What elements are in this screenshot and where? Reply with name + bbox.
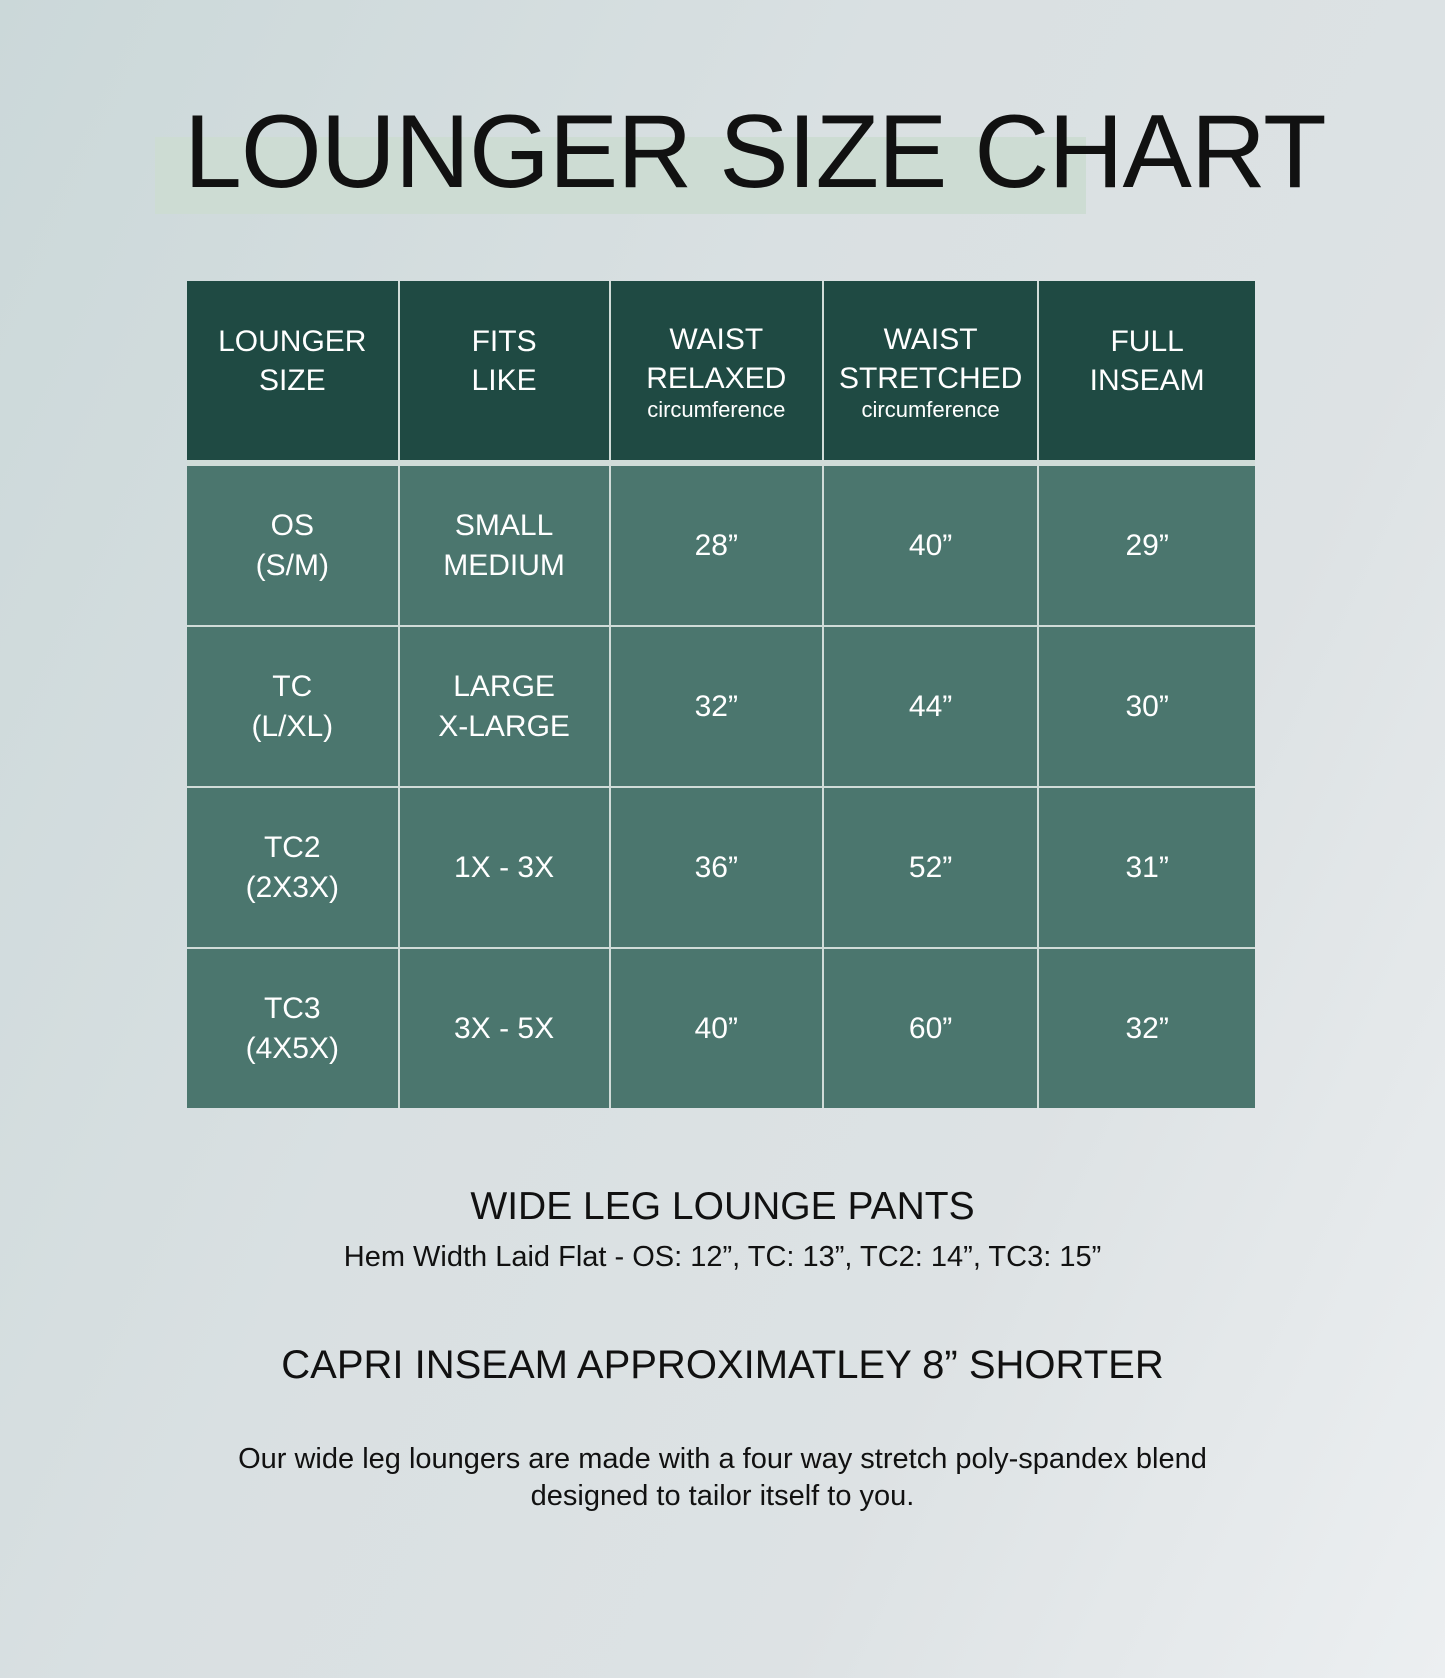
table-row: TC (L/XL) LARGE X-LARGE 32” 44” 30” — [187, 625, 1255, 788]
title-highlight — [155, 137, 1086, 214]
cell-size: TC2 (2X3X) — [187, 786, 400, 949]
cell-inseam: 30” — [1037, 625, 1255, 788]
cell-text: TC — [272, 669, 313, 703]
cell-size: TC3 (4X5X) — [187, 947, 400, 1108]
cell-inseam: 31” — [1037, 786, 1255, 949]
capri-note: CAPRI INSEAM APPROXIMATLEY 8” SHORTER — [281, 1343, 1164, 1387]
cell-text: OS — [270, 508, 314, 542]
description-line: Our wide leg loungers are made with a fo… — [238, 1443, 1207, 1475]
cell-relaxed: 32” — [608, 625, 824, 788]
header-text: FITS — [471, 324, 537, 358]
cell-fits: 3X - 5X — [397, 947, 611, 1108]
cell-size: OS (S/M) — [187, 462, 400, 627]
hem-width-note: Hem Width Laid Flat - OS: 12”, TC: 13”, … — [343, 1241, 1102, 1273]
description-line: designed to tailor itself to you. — [530, 1480, 915, 1512]
header-text: FULL — [1110, 324, 1184, 358]
cell-inseam: 32” — [1037, 947, 1255, 1108]
cell-text: LARGE — [453, 669, 555, 703]
cell-text: (L/XL) — [251, 709, 334, 743]
cell-text: (S/M) — [255, 548, 329, 582]
page-title: LOUNGER SIZE CHART — [184, 94, 1327, 210]
cell-fits: SMALL MEDIUM — [397, 462, 611, 627]
header-text: STRETCHED — [838, 361, 1023, 395]
cell-stretched: 44” — [821, 625, 1040, 788]
header-text: SIZE — [258, 363, 326, 397]
column-header: WAIST STRETCHED circumference — [821, 281, 1040, 464]
cell-text: (2X3X) — [245, 870, 339, 904]
header-subtext: circumference — [861, 396, 1000, 422]
cell-text: SMALL — [454, 508, 554, 542]
section-heading-wide-leg: WIDE LEG LOUNGE PANTS — [470, 1185, 975, 1228]
cell-relaxed: 36” — [608, 786, 824, 949]
table-row: TC3 (4X5X) 3X - 5X 40” 60” 32” — [187, 947, 1255, 1108]
cell-stretched: 40” — [821, 462, 1040, 627]
cell-stretched: 52” — [821, 786, 1040, 949]
cell-text: X-LARGE — [438, 709, 570, 743]
cell-relaxed: 28” — [608, 462, 824, 627]
header-text: RELAXED — [646, 361, 787, 395]
header-subtext: circumference — [647, 396, 786, 422]
cell-size: TC (L/XL) — [187, 625, 400, 788]
table-row: OS (S/M) SMALL MEDIUM 28” 40” 29” — [187, 462, 1255, 627]
table-header-row: LOUNGER SIZE FITS LIKE WAIST RELAXED circumfer… — [187, 281, 1255, 464]
column-header: LOUNGER SIZE — [187, 281, 400, 464]
cell-text: (4X5X) — [245, 1031, 339, 1065]
table-row: TC2 (2X3X) 1X - 3X 36” 52” 31” — [187, 786, 1255, 949]
cell-stretched: 60” — [821, 947, 1040, 1108]
cell-fits: LARGE X-LARGE — [397, 625, 611, 788]
cell-inseam: 29” — [1037, 462, 1255, 627]
cell-fits: 1X - 3X — [397, 786, 611, 949]
header-text: WAIST — [883, 322, 978, 356]
header-text: INSEAM — [1089, 363, 1205, 397]
header-text: WAIST — [669, 322, 764, 356]
column-header: WAIST RELAXED circumference — [608, 281, 824, 464]
cell-text: 3X - 5X — [454, 1011, 555, 1045]
size-table: LOUNGER SIZE FITS LIKE WAIST RELAXED circumfer… — [187, 281, 1255, 1108]
cell-text: MEDIUM — [443, 548, 565, 582]
cell-relaxed: 40” — [608, 947, 824, 1108]
column-header: FULL INSEAM — [1037, 281, 1255, 464]
header-text: LOUNGER — [218, 324, 367, 358]
cell-text: TC2 — [263, 830, 321, 864]
header-text: LIKE — [471, 363, 537, 397]
cell-text: 1X - 3X — [454, 850, 555, 884]
cell-text: TC3 — [263, 991, 321, 1025]
column-header: FITS LIKE — [397, 281, 611, 464]
description: Our wide leg loungers are made with a fo… — [0, 1441, 1445, 1515]
